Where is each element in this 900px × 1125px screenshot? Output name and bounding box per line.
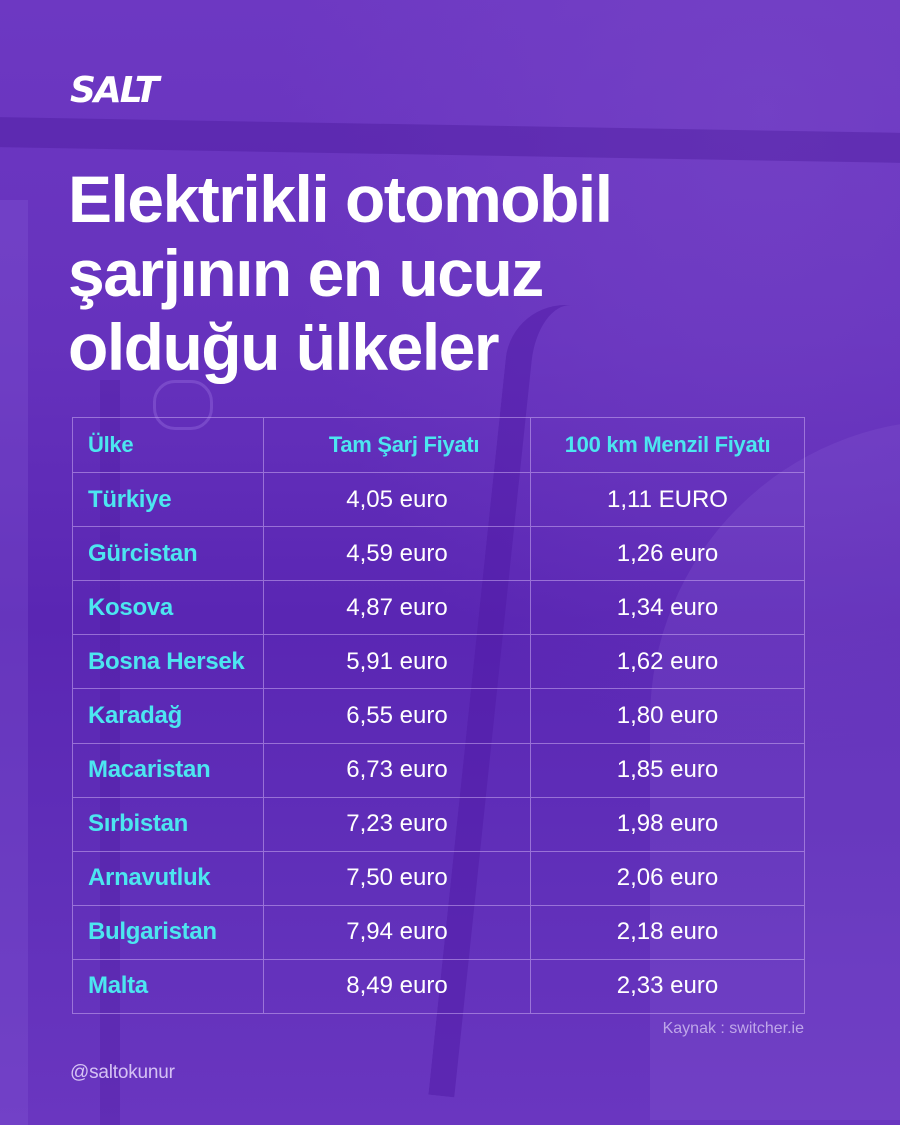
header-country: Ülke	[73, 418, 264, 473]
range-price-cell: 1,62 euro	[616, 647, 719, 675]
country-cell: Macaristan	[73, 743, 264, 797]
range-price-cell: 1,26 euro	[616, 539, 719, 567]
full-charge-cell: 4,87 euro	[264, 581, 531, 635]
range-price-cell: 1,34 euro	[616, 593, 719, 621]
bg-charger-edge	[0, 200, 28, 1125]
range-price-cell: 2,18 euro	[616, 918, 719, 946]
table-row: Karadağ 6,55 euro 1,80 euro	[73, 688, 804, 743]
country-cell: Gürcistan	[73, 527, 264, 581]
table-row: Gürcistan 4,59 euro 1,26 euro	[73, 526, 804, 581]
table-row: Arnavutluk 7,50 euro 2,06 euro	[73, 850, 804, 905]
table-row: Bulgaristan 7,94 euro 2,18 euro	[73, 904, 804, 959]
range-price-cell: 2,06 euro	[616, 864, 719, 892]
range-price-cell: 2,33 euro	[616, 972, 719, 1000]
full-charge-cell: 7,94 euro	[264, 905, 531, 959]
full-charge-cell: 4,59 euro	[264, 527, 531, 581]
full-charge-cell: 7,23 euro	[264, 797, 531, 851]
salt-logo: SALT	[70, 70, 159, 111]
range-price-cell: 1,11 EURO	[607, 485, 728, 513]
bg-charger-roof	[0, 117, 900, 163]
page-title: Elektrikli otomobil şarjının en ucuz old…	[68, 162, 828, 384]
table-row: Kosova 4,87 euro 1,34 euro	[73, 580, 804, 635]
full-charge-cell: 5,91 euro	[264, 635, 531, 689]
full-charge-cell: 8,49 euro	[264, 959, 531, 1014]
country-cell: Malta	[73, 959, 264, 1014]
source-credit: Kaynak : switcher.ie	[662, 1020, 804, 1037]
country-cell: Karadağ	[73, 689, 264, 743]
full-charge-cell: 6,55 euro	[264, 689, 531, 743]
title-line-1: Elektrikli otomobil	[68, 162, 613, 236]
full-charge-cell: 6,73 euro	[264, 743, 531, 797]
range-price-cell: 1,85 euro	[616, 756, 719, 784]
table-header-row: Ülke Tam Şarj Fiyatı 100 km Menzil Fiyat…	[73, 418, 804, 473]
title-line-3: olduğu ülkeler	[68, 310, 500, 384]
country-cell: Bulgaristan	[73, 905, 264, 959]
price-table: Ülke Tam Şarj Fiyatı 100 km Menzil Fiyat…	[72, 417, 805, 1015]
table-row: Sırbistan 7,23 euro 1,98 euro	[73, 796, 804, 851]
range-price-cell: 1,98 euro	[616, 810, 719, 838]
range-price-cell: 1,80 euro	[616, 702, 719, 730]
header-full-charge-price: Tam Şarj Fiyatı	[264, 418, 531, 473]
header-100km-price: 100 km Menzil Fiyatı	[564, 432, 771, 458]
title-line-2: şarjının en ucuz	[68, 236, 544, 310]
table-row: Malta 8,49 euro 2,33 euro	[73, 958, 804, 1014]
country-cell: Kosova	[73, 581, 264, 635]
full-charge-cell: 4,05 euro	[264, 473, 531, 527]
table-row: Türkiye 4,05 euro 1,11 EURO	[73, 472, 804, 527]
country-cell: Arnavutluk	[73, 851, 264, 905]
table-row: Bosna Hersek 5,91 euro 1,62 euro	[73, 634, 804, 689]
table-row: Macaristan 6,73 euro 1,85 euro	[73, 742, 804, 797]
country-cell: Sırbistan	[73, 797, 264, 851]
country-cell: Türkiye	[73, 473, 264, 527]
social-handle: @saltokunur	[70, 1062, 175, 1083]
country-cell: Bosna Hersek	[73, 635, 264, 689]
full-charge-cell: 7,50 euro	[264, 851, 531, 905]
